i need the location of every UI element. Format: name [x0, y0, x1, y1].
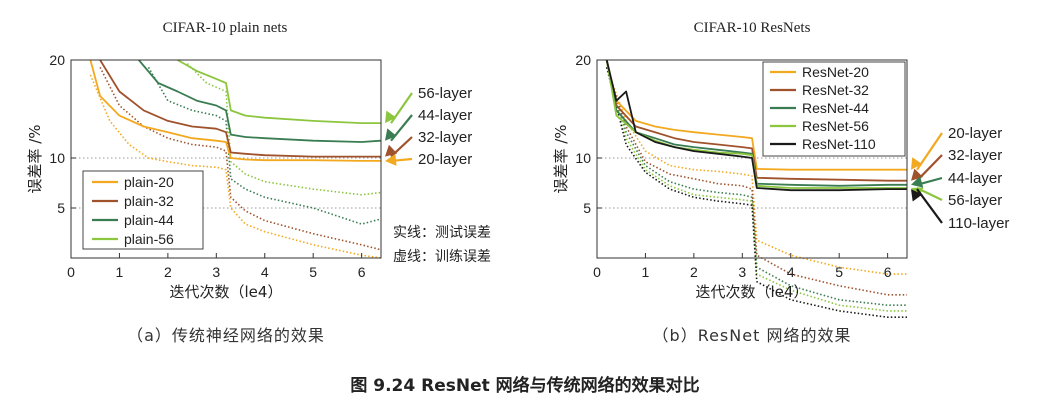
- legend-label-plain-44: plain-44: [124, 212, 174, 228]
- test-line-ResNet-110: [605, 59, 907, 192]
- x-tick-label: 5: [309, 264, 317, 280]
- test-line-ResNet-32: [605, 59, 907, 182]
- x-tick-label: 5: [835, 264, 843, 280]
- panel-a-note-solid: 实线：测试误差: [393, 225, 491, 241]
- legend-label-ResNet-20: ResNet-20: [802, 64, 869, 80]
- train-line-ResNet-56: [605, 67, 907, 312]
- annotation-label-ResNet-20: 20-layer: [948, 125, 1002, 142]
- y-tick-label: 20: [575, 52, 591, 68]
- annotation-arrowhead-plain-44: [385, 128, 397, 141]
- test-line-plain-44: [138, 59, 382, 143]
- y-tick-label: 5: [583, 200, 591, 216]
- annotation-label-ResNet-44: 44-layer: [948, 170, 1002, 187]
- y-tick-label: 10: [49, 150, 65, 166]
- legend-label-plain-32: plain-32: [124, 193, 174, 209]
- x-tick-label: 1: [642, 264, 650, 280]
- annotation-label-ResNet-110: 110-layer: [948, 215, 1009, 232]
- x-tick-label: 3: [738, 264, 746, 280]
- x-tick-label: 1: [116, 264, 124, 280]
- annotation-label-plain-20: 20-layer: [418, 151, 472, 168]
- x-tick-label: 0: [67, 264, 75, 280]
- annotation-label-plain-44: 44-layer: [418, 107, 472, 124]
- panel-a-legend-box: [82, 170, 204, 250]
- panel-a-subcaption: （a）传统神经网络的效果: [127, 326, 325, 345]
- annotation-arrowhead-plain-20: [385, 153, 397, 166]
- panel-b-xlabel: 迭代次数（le4）: [696, 283, 809, 301]
- panel-b-legend: ResNet-20 ResNet-32 ResNet-44 ResNet-56 ResN…: [762, 61, 906, 157]
- test-line-plain-20: [89, 59, 381, 162]
- x-tick-label: 0: [593, 264, 601, 280]
- annotation-arrowhead-plain-56: [385, 110, 397, 124]
- y-tick-label: 20: [49, 52, 65, 68]
- x-tick-label: 6: [884, 264, 892, 280]
- x-tick-label: 4: [261, 264, 269, 280]
- annotation-label-ResNet-56: 56-layer: [948, 192, 1002, 209]
- figure-caption: 图 9.24 ResNet 网络与传统网络的效果对比: [350, 375, 699, 396]
- x-tick-label: 3: [212, 264, 220, 280]
- legend-label-plain-20: plain-20: [124, 174, 174, 190]
- legend-label-ResNet-32: ResNet-32: [802, 82, 869, 98]
- annotation-arrowhead-ResNet-110: [911, 189, 923, 202]
- panel-a: CIFAR-10 plain nets 0 1 2 3 4 5 6 5 10 20 迭代次数（l…: [26, 20, 491, 345]
- panel-b: CIFAR-10 ResNets 0 1 2 3 4 5 6 5 10 20 迭代次数（le4）…: [552, 20, 1009, 345]
- x-tick-label: 2: [690, 264, 698, 280]
- panel-a-note-dotted: 虚线：训练误差: [393, 249, 491, 265]
- panel-a-xlabel: 迭代次数（le4）: [170, 283, 283, 301]
- panel-a-ylabel: 误差率 /%: [26, 124, 44, 193]
- annotation-arrowhead-plain-32: [385, 144, 398, 157]
- train-line-plain-56: [186, 63, 382, 196]
- panel-b-frame: [596, 59, 908, 259]
- train-line-plain-44: [147, 66, 382, 225]
- legend-label-plain-56: plain-56: [124, 231, 174, 247]
- panel-a-frame: [70, 59, 382, 259]
- annotation-label-plain-32: 32-layer: [418, 129, 472, 146]
- legend-label-ResNet-110: ResNet-110: [802, 136, 876, 152]
- legend-label-ResNet-44: ResNet-44: [802, 100, 869, 116]
- y-tick-label: 10: [575, 150, 591, 166]
- annotation-label-ResNet-32: 32-layer: [948, 147, 1002, 164]
- annotation-arrowhead-ResNet-32: [911, 168, 923, 181]
- panel-a-legend: plain-20 plain-32 plain-44 plain-56: [82, 170, 204, 250]
- annotation-arrowhead-ResNet-44: [911, 176, 924, 188]
- annotation-arrowhead-ResNet-20: [911, 157, 923, 170]
- x-tick-label: 4: [787, 264, 795, 280]
- train-line-ResNet-20: [605, 67, 907, 275]
- test-line-plain-32: [99, 59, 381, 158]
- test-line-plain-56: [177, 59, 381, 124]
- panel-b-ylabel: 误差率 /%: [552, 124, 570, 193]
- train-line-ResNet-44: [605, 67, 907, 307]
- panel-a-title: CIFAR-10 plain nets: [163, 20, 288, 36]
- legend-label-ResNet-56: ResNet-56: [802, 118, 869, 134]
- x-tick-label: 6: [358, 264, 366, 280]
- panel-b-subcaption: （b）ResNet 网络的效果: [653, 326, 852, 345]
- x-tick-label: 2: [164, 264, 172, 280]
- panel-b-title: CIFAR-10 ResNets: [694, 20, 811, 36]
- annotation-label-plain-56: 56-layer: [418, 85, 472, 102]
- test-line-ResNet-20: [605, 59, 907, 171]
- y-tick-label: 5: [57, 200, 65, 216]
